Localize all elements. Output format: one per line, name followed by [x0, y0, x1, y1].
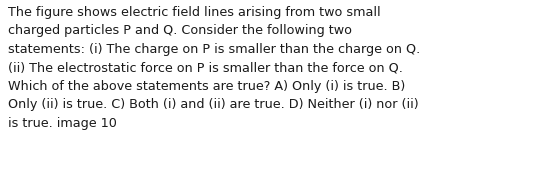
Text: The figure shows electric field lines arising from two small
charged particles P: The figure shows electric field lines ar…	[8, 6, 421, 130]
